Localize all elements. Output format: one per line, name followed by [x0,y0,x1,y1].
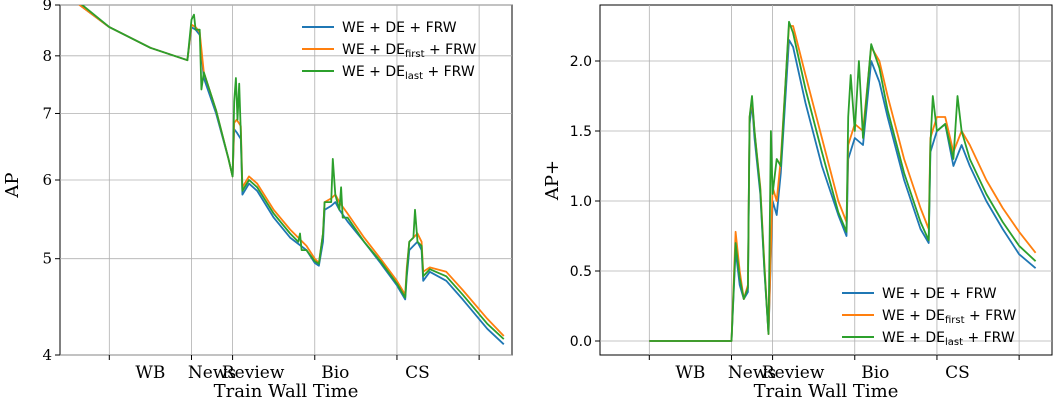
y-ticks-ap-plus: 0.0 0.5 1.0 1.5 2.0 [570,54,600,350]
y-tick-label: 7 [42,104,52,122]
x-tick-label: Bio [861,363,889,383]
y-axis-label-ap: AP [2,172,23,198]
y-axis-label-ap-plus: AP+ [542,160,563,201]
series-lines-ap-plus [649,20,1037,342]
y-tick-label: 2.0 [570,54,592,70]
x-tick-label: News [728,363,776,383]
x-tick-label: WB [135,363,165,383]
series-lines-ap [78,5,505,345]
x-tick-label: Review [222,363,285,383]
x-tick-label: Bio [321,363,349,383]
x-tick-label: CS [945,363,970,383]
y-tick-label: 8 [42,47,52,65]
legend-label: WE + DEfirst + FRW [882,308,1016,326]
x-tick-label: Review [762,363,825,383]
y-tick-label: 1.5 [570,124,592,140]
y-tick-label: 4 [42,346,52,364]
legend-label: WE + DEfirst + FRW [342,42,476,60]
series-line-green [80,5,505,340]
y-tick-label: 1.0 [570,194,592,210]
legend-label: WE + DE + FRW [882,286,997,302]
y-tick-label: 5 [42,250,52,268]
x-axis-label-ap: Train Wall Time [214,381,359,402]
legend-ap-plus: WE + DE + FRW WE + DEfirst + FRW WE + DEla… [842,286,1016,348]
y-tick-label: 6 [42,171,52,189]
legend-label: WE + DElast + FRW [882,330,1015,348]
legend-label: WE + DE + FRW [342,20,457,36]
series-line-green [649,20,1037,342]
grid-ap [60,4,512,356]
y-tick-label: 0.0 [570,334,592,350]
legend-label: WE + DElast + FRW [342,64,475,82]
x-tick-label: CS [405,363,430,383]
y-ticks-ap: 4 5 6 7 8 9 [42,0,60,364]
x-tick-label: WB [675,363,705,383]
y-tick-label: 0.5 [570,264,592,280]
x-tick-label: News [188,363,236,383]
y-tick-label: 9 [42,0,52,14]
legend-ap: WE + DE + FRW WE + DEfirst + FRW WE + DEla… [302,20,476,82]
x-axis-label-ap-plus: Train Wall Time [754,381,899,402]
